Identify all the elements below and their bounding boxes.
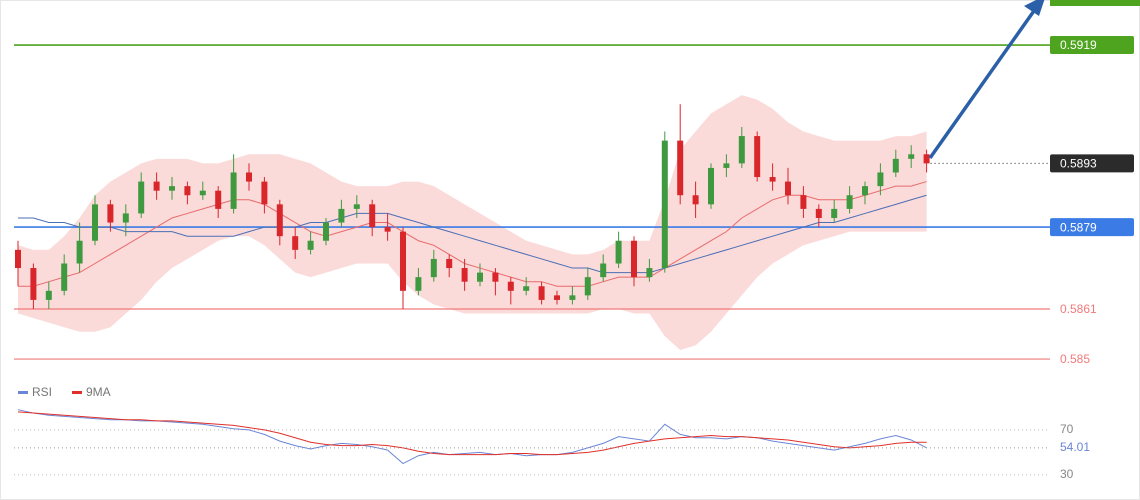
candle-body [477,272,483,282]
candle-body [400,231,406,291]
candle-body [215,190,222,209]
candle-body [292,236,299,250]
forecast-arrow [928,6,1038,160]
moving-average [18,181,927,287]
candle-body [615,240,622,264]
candle-body [323,222,329,241]
candle-body [723,163,730,168]
candle-body [369,204,376,228]
level-label: 0.5879 [1060,220,1097,234]
level-label: 0.5893 [1060,157,1097,171]
candle-body [184,186,191,196]
rsi-layer: 70 30 RSI 9MA 54.01 [14,385,1090,481]
candle-body [692,195,699,205]
candle-body [754,136,761,178]
main-layer: 0.5919 0.5893 0.5879 0.5861 0.585 [14,36,1134,366]
candle-body [307,240,314,250]
candle-body [507,281,514,291]
legend-swatch [72,391,82,394]
candle-body [661,140,668,269]
rsi-line [17,409,927,465]
candle-body [169,186,175,191]
candle-body [246,172,252,182]
offscreen-level-box [1050,0,1140,6]
rsi-line [17,411,927,456]
candle-body [107,204,114,223]
candle-body [708,167,714,205]
candle-body [446,258,453,269]
candle-body [138,181,145,214]
rsi-current-label: 54.01 [1060,440,1090,454]
candle-body [276,204,283,237]
candle-body [353,204,360,209]
candle-body [815,208,822,218]
candle-body [338,208,345,223]
level-box [1050,154,1134,173]
moving-average [18,194,927,274]
candle-body [800,195,807,209]
legend-swatch [18,391,28,394]
legend-label: RSI [32,385,52,399]
candle-body [877,172,884,187]
level-box [1050,36,1134,55]
candle-body [538,286,545,300]
candle-body [30,268,37,300]
candle-body [631,240,637,278]
candle-body [584,277,591,296]
candle-body [199,190,206,196]
candle-body [415,277,422,291]
rsi-tick-label: 70 [1060,422,1074,436]
candle-body [384,227,391,232]
candle-body [230,172,237,209]
candle-body [677,140,684,196]
candle-body [523,286,530,291]
candle-body [846,195,853,209]
candle-body [45,290,52,300]
level-box [1050,218,1134,237]
candle-body [908,154,915,159]
candle-body [769,177,776,182]
candle-body [862,186,868,196]
candle-body [461,268,468,282]
candle-body [153,181,160,191]
level-label: 0.585 [1060,352,1090,366]
candle-body [92,204,98,241]
level-label: 0.5919 [1060,38,1097,52]
candle-body [492,272,499,282]
candle-body [785,181,791,196]
candle-body [15,249,21,269]
candle-body [600,263,607,278]
candle-body [261,181,268,205]
candle-body [569,295,576,300]
level-label: 0.5861 [1060,302,1097,316]
candle-body [76,240,83,264]
forecast-arrowhead [1024,0,1045,16]
candle-body [430,258,437,278]
candle-body [122,213,129,223]
bollinger-band [18,95,927,350]
candle-body [923,154,930,164]
candle-body [892,158,899,173]
band-layer [18,95,927,350]
candle-body [646,268,653,278]
candle-body [554,295,560,300]
legend-label: 9MA [86,385,111,399]
candle-body [831,208,838,218]
candle-body [738,136,745,164]
candle-body [61,263,68,291]
rsi-tick-label: 30 [1060,467,1074,481]
